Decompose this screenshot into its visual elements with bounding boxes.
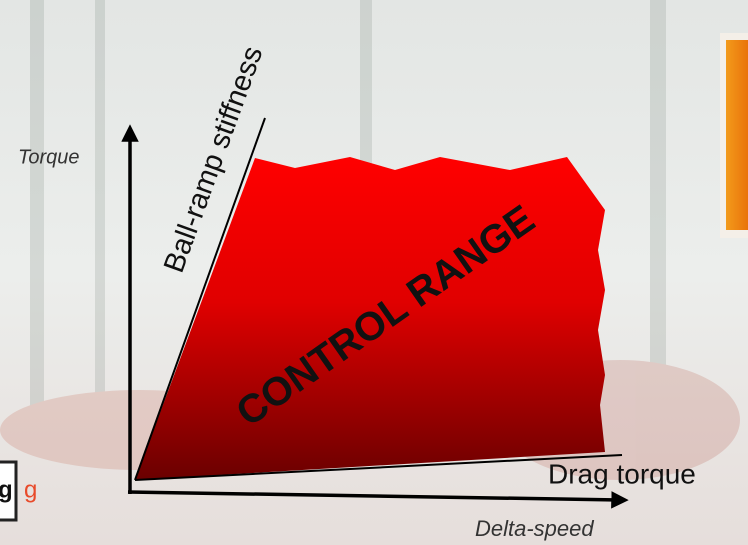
drag-torque-label: Drag torque (548, 458, 696, 489)
y-axis-label: Torque (18, 146, 80, 168)
cut-off-text: g (0, 476, 13, 503)
slide: Torque Delta-speed Ball-ramp stiffness C… (0, 0, 748, 545)
side-panel (726, 40, 748, 230)
x-axis-label: Delta-speed (475, 516, 594, 541)
cut-off-text: g (24, 476, 37, 503)
